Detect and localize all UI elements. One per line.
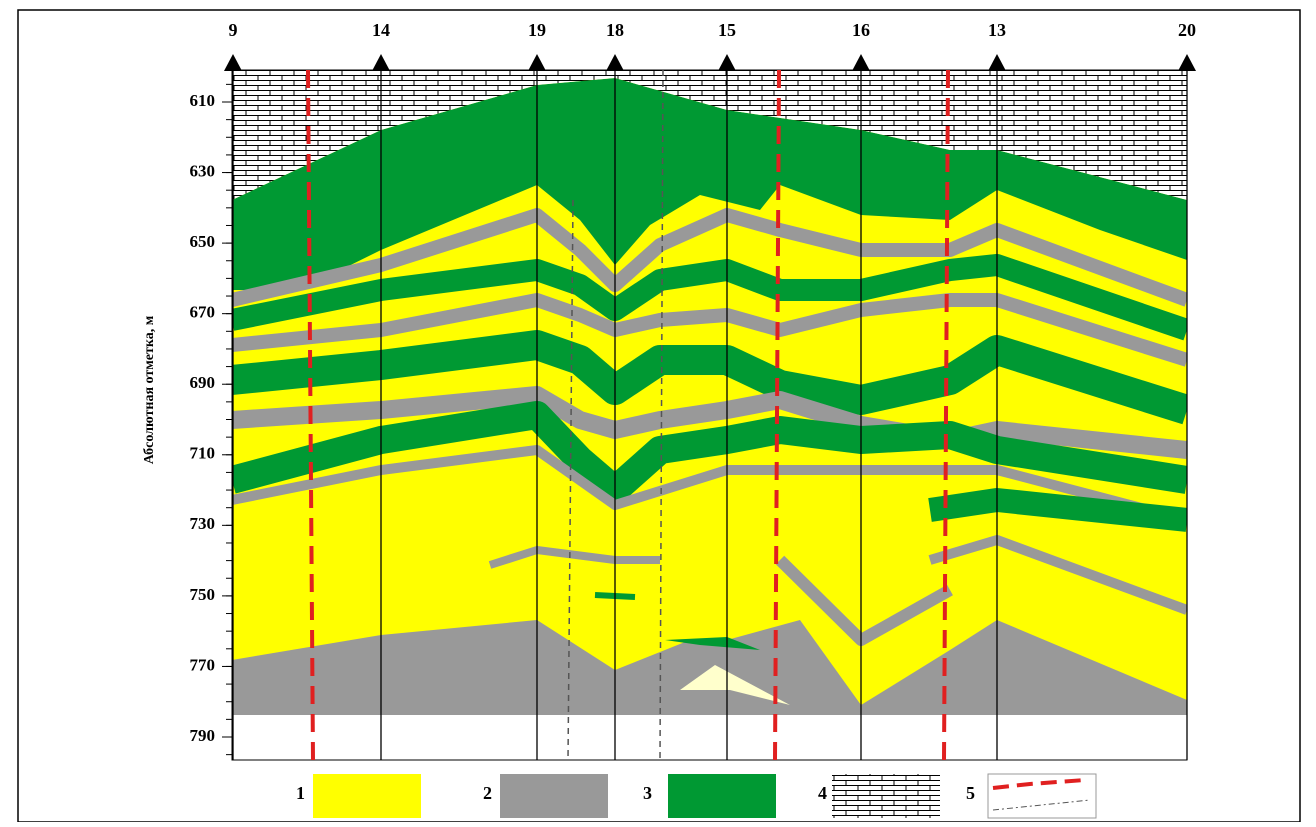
tick-label: 770 (190, 655, 216, 674)
well-marker (224, 54, 242, 71)
legend-label: 3 (643, 783, 652, 803)
legend-swatch (500, 774, 608, 818)
well-marker (528, 54, 546, 71)
well-label: 14 (372, 20, 390, 40)
legend-label: 2 (483, 783, 492, 803)
legend-label: 4 (818, 783, 827, 803)
tick-label: 630 (190, 161, 216, 180)
well-label: 9 (229, 20, 238, 40)
legend-label: 5 (966, 783, 975, 803)
tick-label: 710 (190, 444, 216, 463)
tick-label: 650 (190, 232, 216, 251)
well-marker (606, 54, 624, 71)
legend-swatch (832, 774, 940, 818)
well-label: 15 (718, 20, 736, 40)
layers (232, 70, 1187, 715)
tick-label: 690 (190, 373, 216, 392)
cross-section: 914191815161320 610630650670690710730750… (0, 0, 1316, 822)
tick-label: 750 (190, 585, 216, 604)
tick-label: 670 (190, 303, 216, 322)
axis-label: Абсолютная отметка, м (142, 315, 157, 464)
legend: 1 2 3 4 5 (296, 774, 1096, 818)
well-marker (1178, 54, 1196, 71)
well-marker (852, 54, 870, 71)
well-label: 19 (528, 20, 546, 40)
well-marker (988, 54, 1006, 71)
well-marker (372, 54, 390, 71)
legend-label: 1 (296, 783, 305, 803)
tick-label: 790 (190, 726, 216, 745)
tick-label: 730 (190, 514, 216, 533)
well-label: 16 (852, 20, 870, 40)
legend-swatch (313, 774, 421, 818)
well-label: 18 (606, 20, 624, 40)
well-label: 13 (988, 20, 1006, 40)
well-marker (718, 54, 736, 71)
well-label: 20 (1178, 20, 1196, 40)
legend-swatch (668, 774, 776, 818)
y-axis: 610 630 650 670 690 710 730 750 770 790 (190, 70, 233, 760)
tick-label: 610 (190, 91, 216, 110)
